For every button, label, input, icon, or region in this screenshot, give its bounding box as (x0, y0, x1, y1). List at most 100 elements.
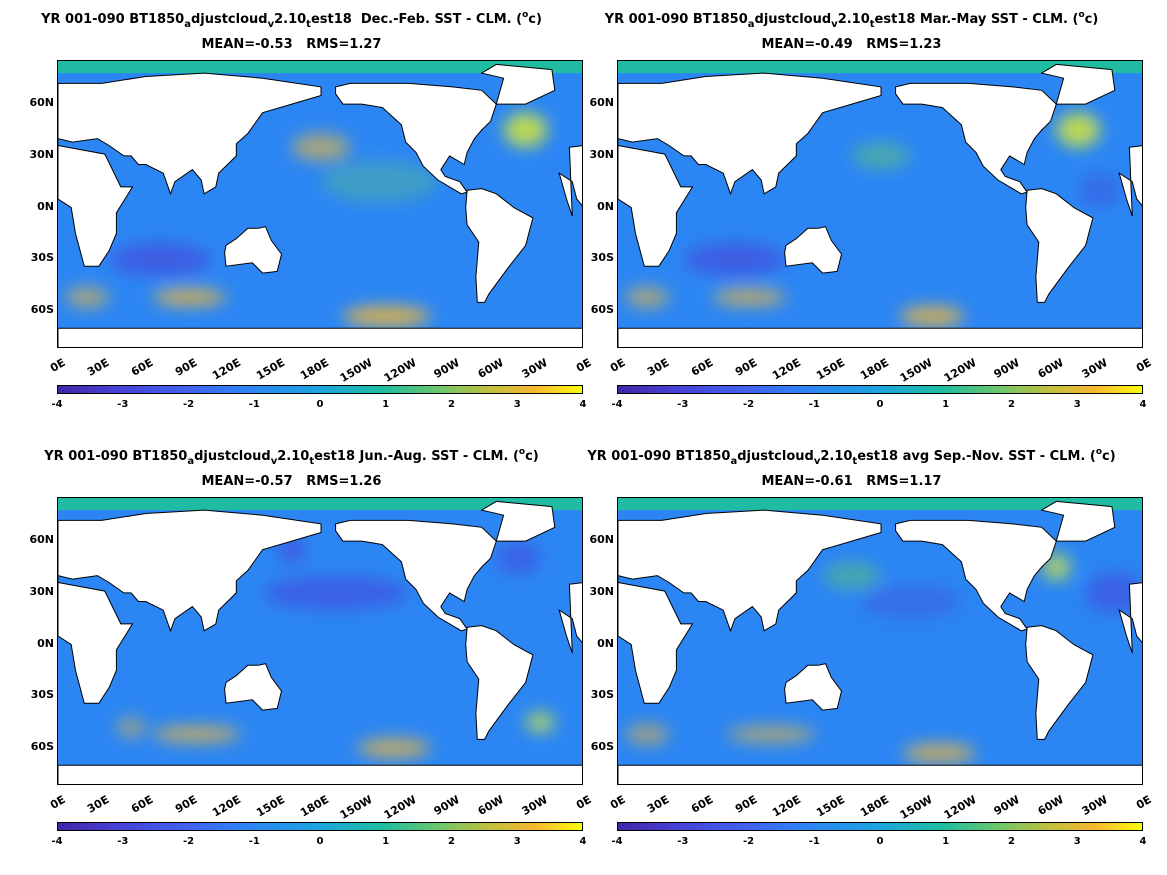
sst-map (617, 497, 1143, 785)
anomaly-region (321, 161, 438, 203)
colorbar-tick-label: -1 (808, 836, 820, 847)
colorbar (617, 385, 1143, 394)
landmass (58, 581, 134, 704)
map-panel: YR 001-090 BT1850adjustcloudv2.10test18 … (560, 0, 1153, 437)
x-tick-label: 150E (253, 356, 287, 383)
y-tick-label: 60N (29, 533, 54, 547)
anomaly-region (683, 242, 787, 277)
colorbar-tick-label: -4 (611, 399, 623, 410)
y-tick-label: 0N (597, 636, 614, 650)
title-fragment: djustcloud (190, 12, 268, 27)
panel-stats: MEAN=-0.61 RMS=1.17 (761, 474, 942, 489)
landmass (558, 582, 582, 654)
colorbar-tick-label: 4 (579, 836, 587, 847)
x-tick-label: 180E (857, 356, 891, 383)
colorbar-tick-label: 1 (382, 399, 390, 410)
x-tick-label: 0E (47, 356, 68, 375)
x-tick-label: 90E (172, 356, 199, 379)
title-fragment: est18 Jun.-Aug. SST - CLM. ( (314, 449, 519, 464)
title-fragment: v (831, 19, 838, 30)
x-tick-label: 120E (769, 356, 803, 383)
anomaly-region (1056, 112, 1101, 148)
title-fragment: a (730, 456, 738, 467)
anomaly-region (851, 142, 911, 170)
landmass (1025, 625, 1094, 740)
landmass (895, 519, 1057, 632)
colorbar-tick-label: 0 (316, 399, 324, 410)
landmass (1025, 188, 1094, 303)
anomaly-region (902, 742, 976, 764)
anomaly-region (727, 725, 816, 743)
colorbar-tick-label: 2 (1008, 836, 1015, 847)
colorbar-tick-label: -4 (611, 836, 623, 847)
anomaly-region (152, 288, 227, 306)
x-tick-label: 60E (128, 793, 156, 816)
title-fragment: est18 Dec.-Feb. SST - CLM. ( (310, 12, 523, 27)
landmass (1118, 145, 1142, 217)
title-fragment: t (852, 456, 858, 467)
landmass (784, 663, 843, 711)
anomaly-region (625, 723, 670, 745)
title-fragment: djustcloud (754, 12, 832, 27)
anomaly-region (357, 737, 431, 759)
landmass (58, 72, 322, 196)
anomaly-region (712, 288, 787, 306)
colorbar-tick-label: -1 (808, 399, 820, 410)
landmass (480, 63, 556, 105)
title-fragment: o (522, 10, 529, 20)
colorbar-tick-label: 0 (876, 399, 884, 410)
title-fragment: est18 avg Sep.-Nov. SST - CLM. ( (857, 449, 1096, 464)
x-tick-label: 120E (209, 356, 243, 383)
panel-stats: MEAN=-0.57 RMS=1.26 (201, 474, 382, 489)
panel-stats: MEAN=-0.49 RMS=1.23 (761, 37, 942, 52)
landmass (465, 625, 534, 740)
anomaly-region (859, 584, 962, 619)
colorbar (57, 385, 583, 394)
x-tick-label: 150W (337, 793, 375, 822)
x-tick-label: 30W (1079, 356, 1110, 381)
x-tick-label: 150W (897, 356, 935, 385)
title-fragment: 2.10 (820, 449, 853, 464)
x-tick-label: 30W (519, 356, 550, 381)
anomaly-region (503, 112, 548, 148)
y-tick-label: 60S (30, 303, 54, 317)
y-tick-label: 60S (30, 740, 54, 754)
colorbar-tick-label: 4 (1139, 399, 1147, 410)
panel-title: YR 001-090 BT1850adjustcloudv2.10test18 … (560, 447, 1143, 467)
sst-map (617, 60, 1143, 348)
landmass (465, 188, 534, 303)
sst-map (57, 60, 583, 348)
arctic-ocean (618, 498, 1142, 511)
colorbar-tick-label: 1 (942, 836, 950, 847)
y-tick-label: 30N (29, 147, 54, 161)
anomaly-region (899, 305, 965, 327)
title-fragment: YR 001-090 BT1850 (41, 12, 185, 27)
landmass (618, 509, 882, 633)
title-fragment: djustcloud (194, 449, 271, 464)
x-tick-label: 90E (172, 793, 199, 816)
y-tick-label: 30S (30, 251, 54, 265)
x-tick-label: 90E (732, 356, 759, 379)
landmass (558, 145, 582, 217)
title-fragment: o (1095, 447, 1102, 457)
x-tick-label: 0E (607, 356, 628, 375)
x-tick-label: 30E (85, 793, 112, 816)
title-fragment: c) (1102, 449, 1116, 464)
colorbar-tick-label: -3 (677, 399, 689, 410)
x-tick-label: 150W (337, 356, 375, 385)
title-fragment: c) (1084, 12, 1099, 27)
x-tick-label: 120W (941, 356, 979, 385)
x-tick-label: 180E (297, 356, 331, 383)
anomaly-region (625, 286, 670, 308)
x-tick-label: 180E (297, 793, 331, 820)
x-tick-label: 150W (897, 793, 935, 822)
y-tick-label: 0N (37, 199, 54, 213)
colorbar-tick-label: 1 (942, 399, 950, 410)
colorbar-tick-label: -4 (51, 399, 63, 410)
x-tick-label: 120W (941, 793, 979, 822)
landmass (335, 82, 497, 195)
colorbar-tick-label: -2 (182, 836, 195, 847)
x-tick-label: 90W (431, 356, 462, 381)
title-fragment: 2.10 (274, 12, 307, 27)
colorbar-tick-label: 3 (1073, 836, 1081, 847)
